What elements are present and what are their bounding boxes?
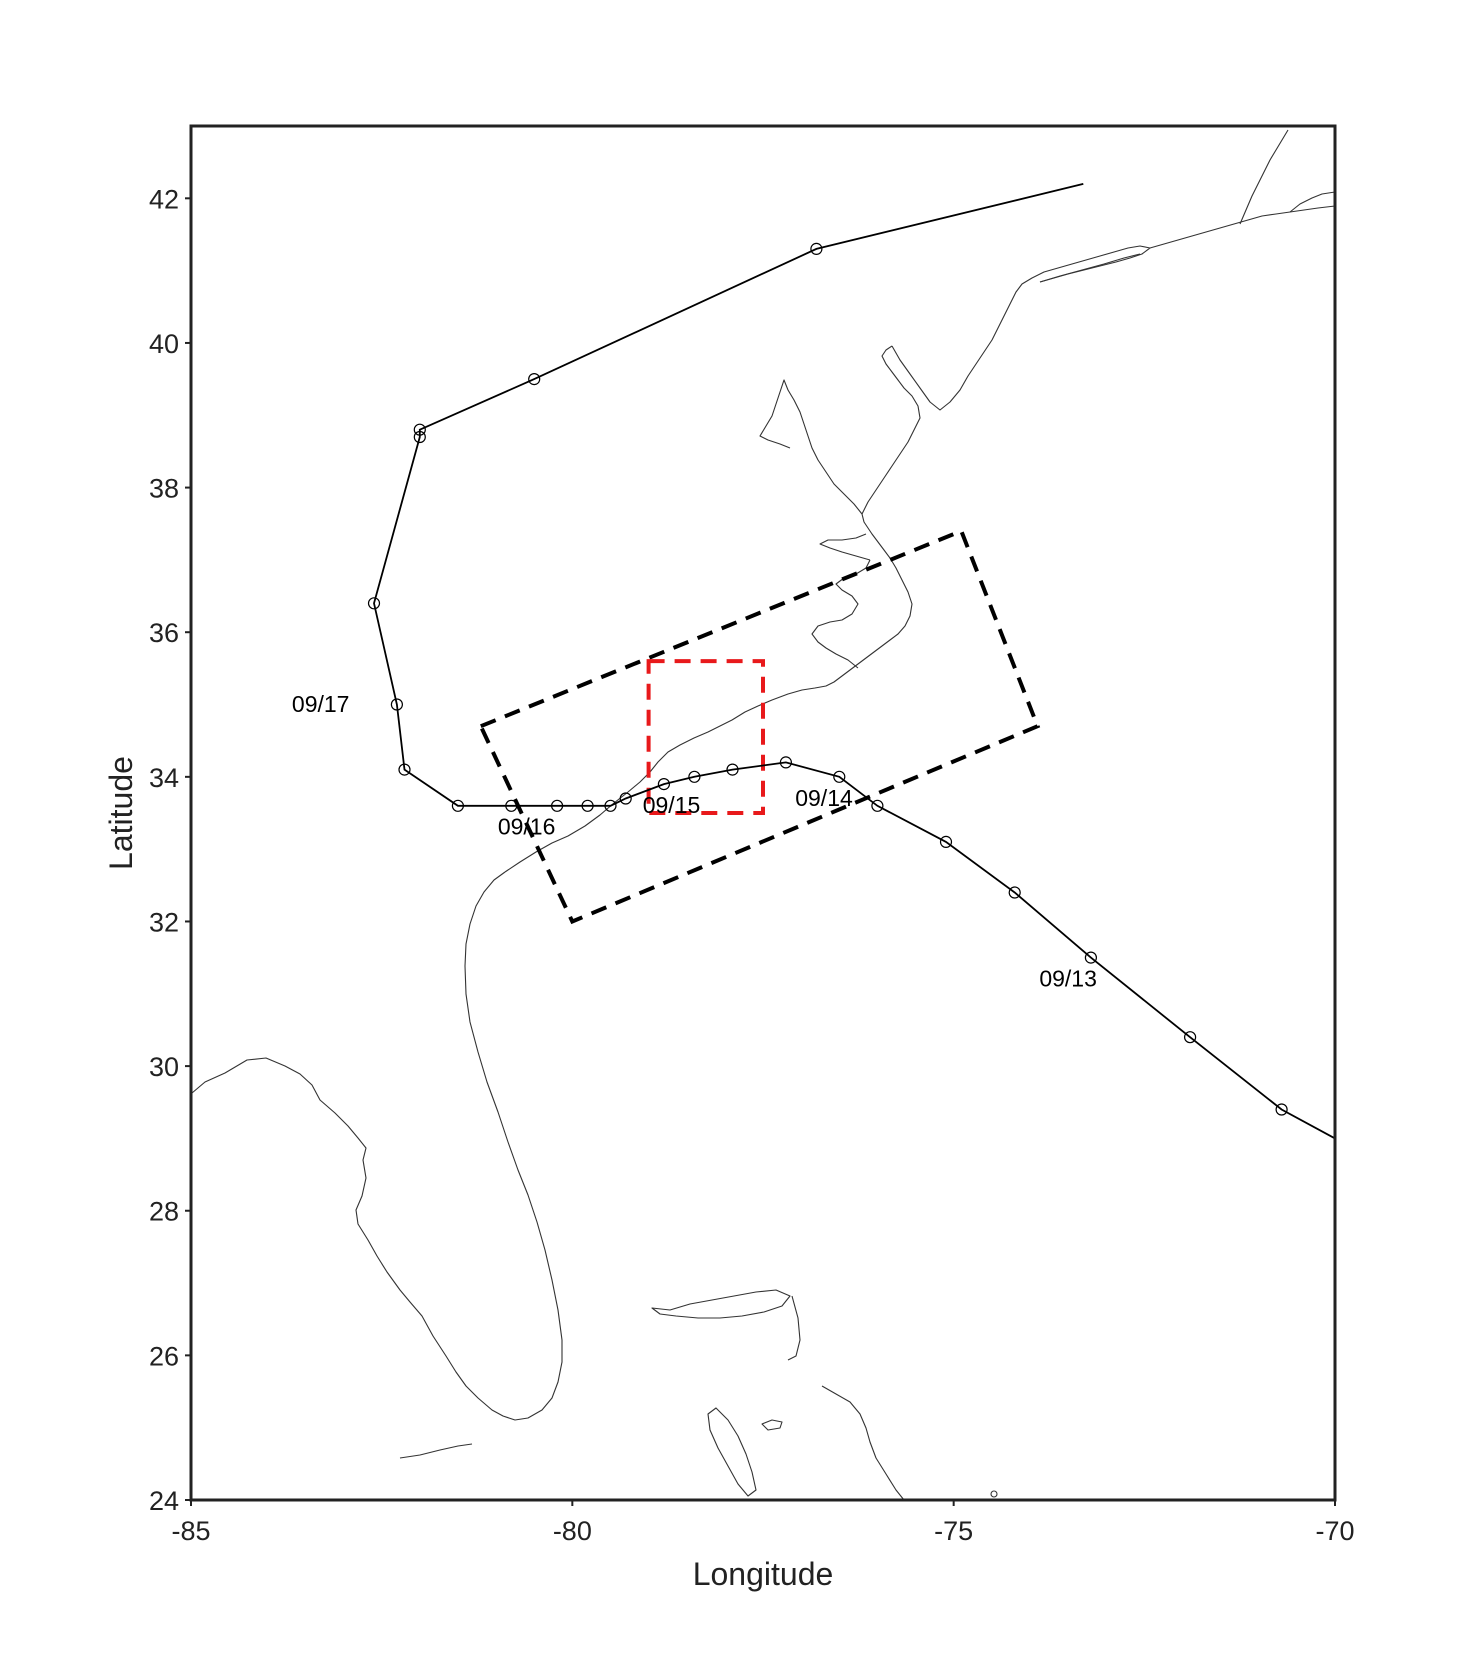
- y-tick-label: 42: [149, 184, 179, 214]
- x-tick-label: -85: [171, 1516, 210, 1546]
- track-point: [688, 770, 701, 783]
- coastline-new-providence: [761, 1419, 783, 1431]
- x-tick-label: -75: [934, 1516, 973, 1546]
- coastline-long-island: [1039, 253, 1141, 283]
- track-point: [939, 835, 953, 849]
- track-point: [1008, 886, 1021, 899]
- coastline-florida: [191, 871, 563, 1421]
- coastline-abaco: [787, 1295, 801, 1361]
- track-point: [1183, 1031, 1197, 1044]
- track-point: [726, 763, 739, 776]
- plot-frame: [189, 124, 1337, 1502]
- track-point: [367, 597, 381, 610]
- track-line: [373, 183, 1336, 1140]
- track-point: [413, 430, 426, 444]
- track-point: [833, 770, 846, 783]
- date-labels: 09/17 09/16 09/15 09/14 09/13: [292, 691, 1097, 992]
- coastline-islet: [990, 1490, 998, 1498]
- coastline-chesapeake-west: [759, 379, 863, 515]
- coastline-maine: [1239, 129, 1289, 225]
- date-label: 09/16: [498, 814, 556, 840]
- coastline-keys: [399, 1443, 473, 1459]
- y-tick-label: 38: [149, 474, 179, 504]
- track-point: [451, 799, 464, 812]
- coastline-cape-cod: [1289, 191, 1335, 213]
- track-point: [581, 799, 594, 812]
- coastline-eleuthera: [821, 1385, 905, 1500]
- coastline-chesapeake-east: [861, 345, 921, 515]
- x-axis-ticks: -85 -80 -75 -70: [171, 1500, 1355, 1546]
- y-tick-label: 40: [149, 329, 179, 359]
- track-point: [413, 423, 426, 436]
- inner-dashed-box: [646, 659, 765, 815]
- coastline-albemarle-sound: [819, 533, 871, 561]
- y-tick-label: 36: [149, 618, 179, 648]
- coastline-grand-bahama: [651, 1289, 791, 1319]
- y-tick-label: 30: [149, 1052, 179, 1082]
- y-axis-ticks: 24 26 28 30 32 34 36 38 40 42: [149, 184, 191, 1516]
- y-tick-label: 24: [149, 1486, 179, 1516]
- x-tick-label: -80: [553, 1516, 592, 1546]
- track-point: [528, 373, 541, 386]
- x-tick-label: -70: [1315, 1516, 1354, 1546]
- y-tick-label: 26: [149, 1341, 179, 1371]
- outer-dashed-box: [478, 528, 1041, 925]
- y-tick-label: 28: [149, 1197, 179, 1227]
- track-point: [505, 799, 518, 812]
- x-axis-label: Longitude: [693, 1556, 834, 1592]
- y-tick-label: 34: [149, 763, 179, 793]
- date-label: 09/14: [795, 785, 853, 811]
- track-point: [871, 799, 884, 812]
- track-point: [657, 777, 671, 791]
- track-point: [1275, 1103, 1288, 1116]
- coastline-andros: [707, 1407, 757, 1497]
- date-label: 09/17: [292, 691, 350, 717]
- coastline-pamlico-sound: [811, 559, 871, 669]
- track-point: [1084, 951, 1098, 964]
- track-point: [604, 799, 617, 812]
- analysis-boxes: [478, 528, 1041, 925]
- track-point: [390, 698, 403, 711]
- track-point: [619, 792, 632, 805]
- track-point: [398, 763, 411, 776]
- coastline-new-england: [1149, 205, 1335, 249]
- hurricane-track: [367, 183, 1336, 1140]
- y-tick-label: 32: [149, 907, 179, 937]
- track-point: [810, 242, 823, 255]
- date-label: 09/15: [643, 792, 701, 818]
- y-axis-label: Latitude: [103, 756, 139, 870]
- coastline-layer: [191, 129, 1335, 1500]
- coastline-southeast: [504, 513, 913, 873]
- coastline-northeast: [891, 245, 1151, 411]
- track-point: [550, 799, 564, 812]
- track-point: [779, 756, 793, 769]
- date-label: 09/13: [1039, 966, 1097, 992]
